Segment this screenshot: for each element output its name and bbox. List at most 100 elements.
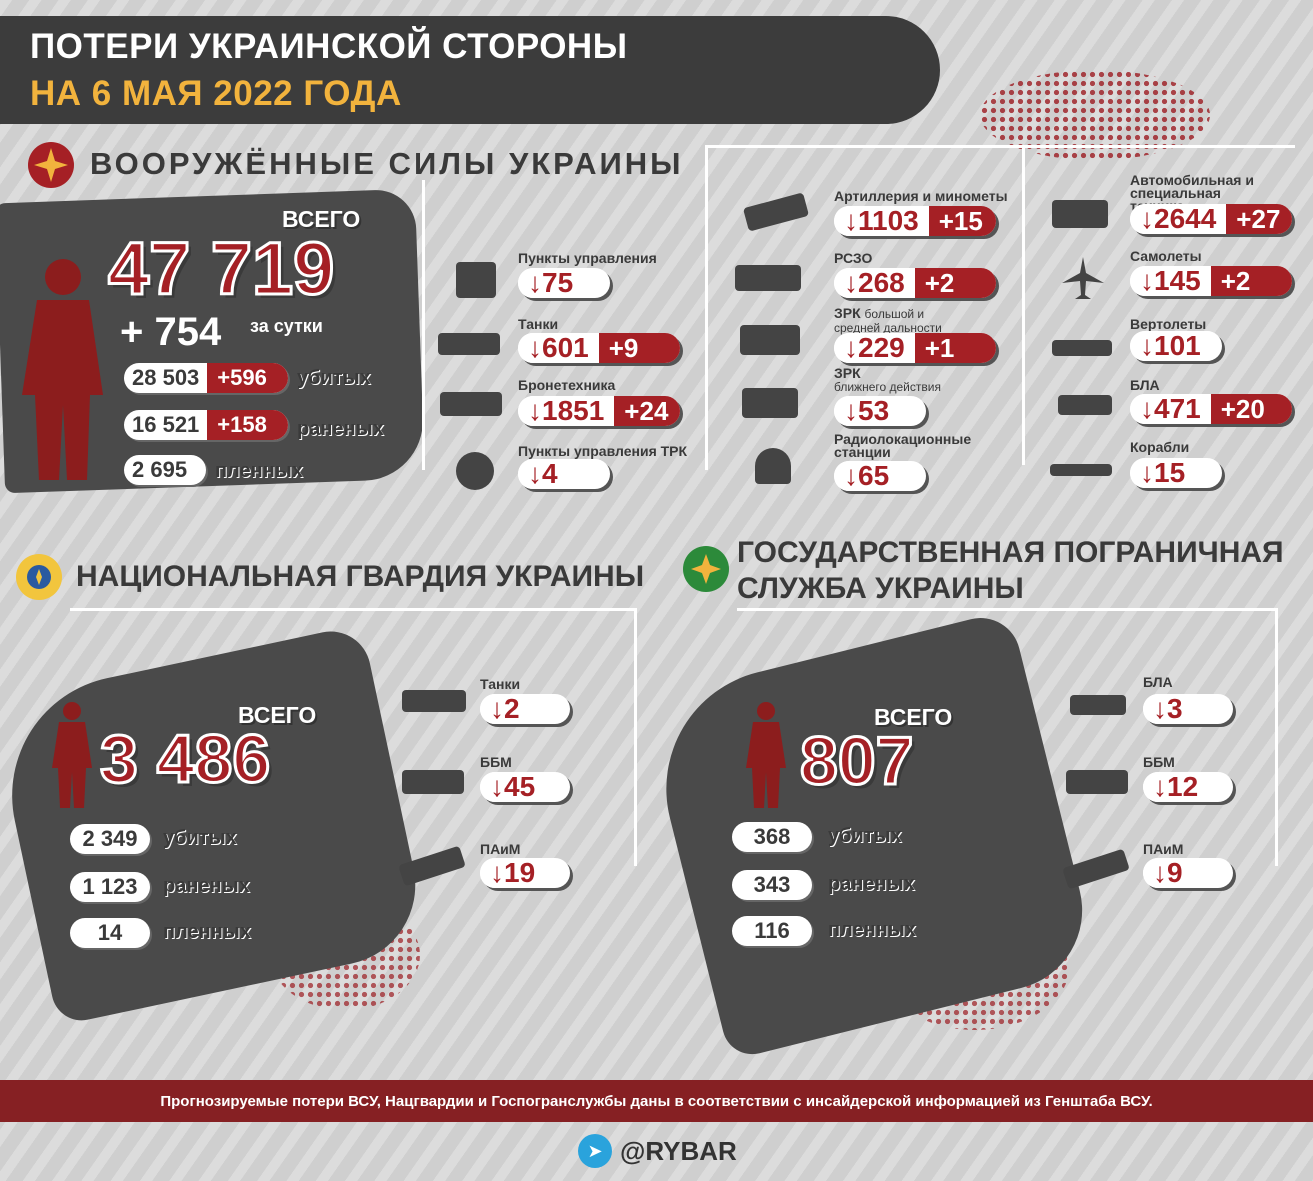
vsu-col2-pill: ↓268 +2 bbox=[834, 268, 996, 298]
ngu-total: 3 486 bbox=[98, 720, 271, 799]
vsu-col1-label: Танки bbox=[518, 316, 559, 332]
vsu-col3-pill: ↓101 bbox=[1130, 331, 1222, 361]
vsu-col2-delta: +1 bbox=[914, 333, 996, 363]
vsu-col3-value: ↓15 bbox=[1130, 458, 1196, 488]
gps-item-pill: ↓12 bbox=[1143, 772, 1233, 802]
vsu-col2-label: Радиолокационные станции bbox=[834, 431, 972, 460]
ngu-wounded-value: 1 123 bbox=[82, 874, 138, 899]
ngu-item-value: ↓2 bbox=[480, 694, 530, 724]
ngu-item-label: Танки bbox=[480, 676, 521, 692]
vsu-captured-label: пленных bbox=[215, 460, 304, 482]
gps-killed-label: убитых bbox=[828, 825, 902, 847]
vsu-daily-label: за сутки bbox=[250, 316, 323, 336]
radar-post-icon bbox=[456, 452, 494, 490]
ngu-item-value: ↓45 bbox=[480, 772, 546, 802]
vsu-captured-value: 2 695 bbox=[132, 457, 188, 482]
ngu-emblem-icon bbox=[16, 554, 62, 600]
gps-item-value: ↓3 bbox=[1143, 694, 1193, 724]
vsu-heading: ВООРУЖЁННЫЕ СИЛЫ УКРАИНЫ bbox=[90, 146, 684, 181]
truck-icon bbox=[1052, 200, 1108, 228]
vsu-col2-pill: ↓65 bbox=[834, 461, 926, 491]
vsu-wounded-label: раненых bbox=[297, 418, 384, 440]
vsu-col2-label-sub: большой и средней дальности bbox=[834, 307, 942, 335]
vsu-col1-pill: ↓1851 +24 bbox=[518, 396, 680, 426]
ngu-captured-label: пленных bbox=[163, 921, 252, 943]
connector-line bbox=[422, 180, 425, 470]
gps-wounded: 343 bbox=[732, 870, 812, 900]
vsu-col1-delta: +24 bbox=[614, 396, 680, 426]
tank-icon bbox=[438, 333, 500, 355]
vsu-col1-label: Пункты управления bbox=[518, 250, 657, 266]
vsu-col2-pill: ↓1103 +15 bbox=[834, 206, 996, 236]
vsu-col2-label: ЗРК большой и средней дальности bbox=[834, 306, 964, 335]
vsu-col3-value: ↓2644 bbox=[1130, 204, 1227, 234]
vsu-col2-value: ↓268 bbox=[834, 268, 915, 298]
connector-line bbox=[634, 608, 637, 866]
ngu-captured-value: 14 bbox=[97, 920, 123, 945]
vsu-col1-value: ↓75 bbox=[518, 268, 584, 298]
footer-note: Прогнозируемые потери ВСУ, Нацгвардии и … bbox=[0, 1080, 1313, 1122]
ship-icon bbox=[1050, 464, 1112, 476]
apc-icon bbox=[440, 392, 502, 416]
plane-icon bbox=[1062, 257, 1104, 299]
vsu-col1-pill: ↓75 bbox=[518, 268, 610, 298]
vsu-col1-value: ↓601 bbox=[518, 333, 599, 363]
soldier-icon bbox=[746, 702, 786, 808]
vsu-killed: 28 503 +596 bbox=[124, 363, 288, 393]
gps-killed-value: 368 bbox=[753, 824, 791, 849]
vsu-col2-label: РСЗО bbox=[834, 250, 873, 266]
gps-item-label: БЛА bbox=[1143, 674, 1173, 690]
gps-killed: 368 bbox=[732, 822, 812, 852]
gps-wounded-label: раненых bbox=[828, 873, 915, 895]
vsu-col1-value: ↓1851 bbox=[518, 396, 615, 426]
vsu-total-label: ВСЕГО bbox=[282, 206, 361, 232]
vsu-col3-delta: +2 bbox=[1210, 266, 1292, 296]
vsu-captured: 2 695 bbox=[124, 455, 206, 485]
vsu-col1-pill: ↓601 +9 bbox=[518, 333, 680, 363]
vsu-col3-pill: ↓2644 +27 bbox=[1130, 204, 1292, 234]
vsu-col3-label: Самолеты bbox=[1130, 248, 1202, 264]
gps-item-value: ↓12 bbox=[1143, 772, 1209, 802]
ngu-captured: 14 bbox=[70, 918, 150, 948]
gps-total-label: ВСЕГО bbox=[874, 704, 953, 730]
connector-line bbox=[705, 145, 1295, 148]
gps-item-pill: ↓9 bbox=[1143, 858, 1233, 888]
vsu-killed-value: 28 503 bbox=[132, 365, 200, 390]
vsu-col3-value: ↓145 bbox=[1130, 266, 1211, 296]
drone-icon bbox=[1058, 395, 1112, 415]
vsu-col2-label: Артиллерия и минометы bbox=[834, 188, 1008, 204]
ngu-total-label: ВСЕГО bbox=[238, 702, 317, 728]
vsu-col3-value: ↓101 bbox=[1130, 331, 1211, 361]
helicopter-icon bbox=[1052, 340, 1112, 356]
vsu-col3-pill: ↓15 bbox=[1130, 458, 1222, 488]
vsu-col2-label-main: ЗРК bbox=[834, 365, 861, 381]
page-title: ПОТЕРИ УКРАИНСКОЙ СТОРОНЫ bbox=[30, 27, 628, 66]
artillery-icon bbox=[742, 192, 810, 232]
radar-icon bbox=[755, 448, 791, 484]
gps-heading-2: СЛУЖБА УКРАИНЫ bbox=[737, 572, 1024, 605]
vsu-col1-value: ↓4 bbox=[518, 459, 568, 489]
vsu-col2-label: ЗРК ближнего действия bbox=[834, 365, 964, 394]
ngu-item-pill: ↓19 bbox=[480, 858, 570, 888]
vsu-col3-delta: +20 bbox=[1210, 394, 1292, 424]
brand[interactable]: ➤ @RYBAR bbox=[578, 1134, 737, 1168]
vsu-col2-label-sub: ближнего действия bbox=[834, 380, 941, 394]
vsu-col3-delta: +27 bbox=[1226, 204, 1292, 234]
connector-line bbox=[70, 608, 636, 611]
header-banner bbox=[0, 16, 940, 124]
vsu-total: 47 719 bbox=[106, 226, 335, 312]
vsu-wounded-delta: +158 bbox=[207, 410, 288, 440]
gps-item-label: ПАиМ bbox=[1143, 841, 1184, 857]
vsu-col1-label: Пункты управления ТРК bbox=[518, 443, 688, 459]
vsu-col2-value: ↓53 bbox=[834, 396, 900, 426]
command-post-icon bbox=[456, 262, 496, 298]
apc-icon bbox=[402, 770, 464, 794]
soldier-icon bbox=[52, 702, 92, 808]
vsu-col2-pill: ↓229 +1 bbox=[834, 333, 996, 363]
ngu-item-label: ББМ bbox=[480, 754, 512, 770]
vsu-killed-label: убитых bbox=[297, 367, 371, 389]
vsu-col2-value: ↓65 bbox=[834, 461, 900, 491]
ngu-wounded: 1 123 bbox=[70, 872, 150, 902]
telegram-icon: ➤ bbox=[578, 1134, 612, 1168]
vsu-col1-pill: ↓4 bbox=[518, 459, 610, 489]
